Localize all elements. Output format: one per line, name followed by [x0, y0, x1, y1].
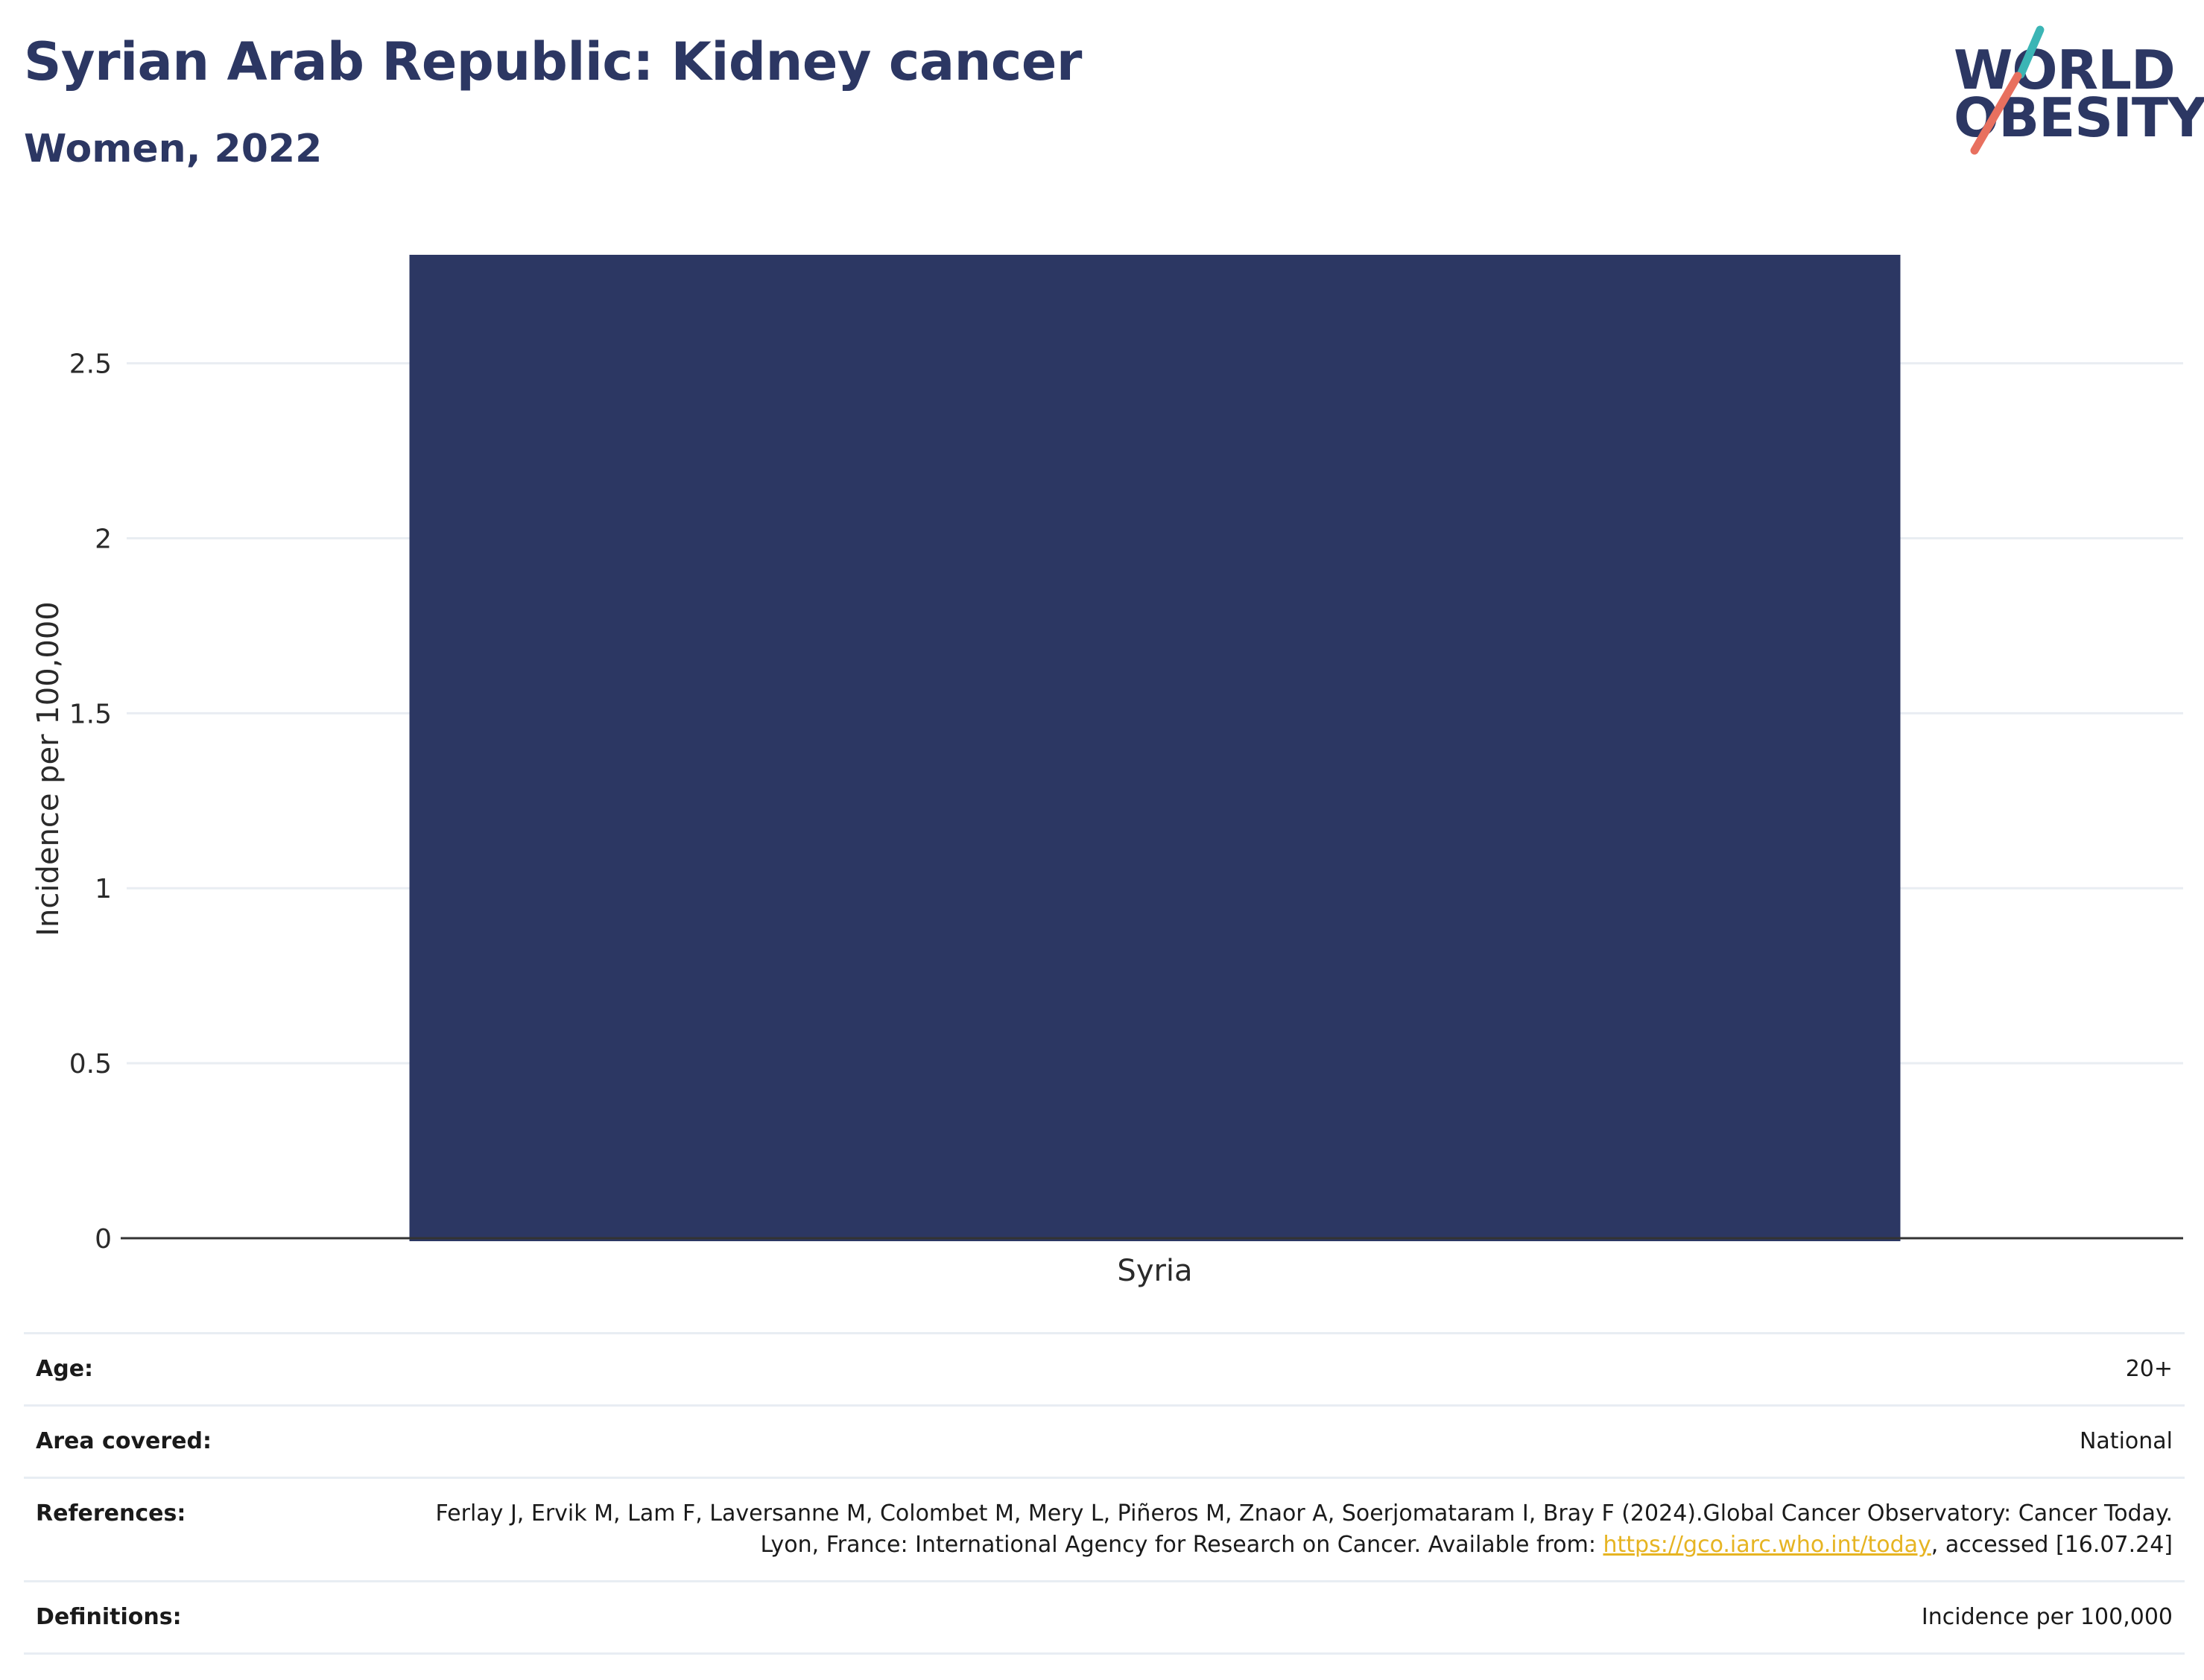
world-obesity-logo: WORLD OBESITY	[1937, 22, 2204, 156]
bars	[409, 255, 1901, 1241]
info-row-definitions: Definitions: Incidence per 100,000	[24, 1580, 2185, 1655]
y-tick-label: 2.5	[69, 349, 112, 380]
y-ticks: 0 0.5 1 1.5 2 2.5	[69, 349, 112, 1255]
bar[interactable]	[409, 255, 1901, 1241]
info-row-references: References: Ferlay J, Ervik M, Lam F, La…	[24, 1477, 2185, 1582]
y-tick-label: 1	[95, 874, 112, 904]
x-tick-label: Syria	[1117, 1254, 1192, 1288]
info-label-definitions: Definitions:	[24, 1580, 361, 1655]
info-value-age: 20+	[361, 1332, 2185, 1407]
chart-title: Syrian Arab Republic: Kidney cancer	[24, 31, 1082, 92]
info-label-age: Age:	[24, 1332, 361, 1407]
reference-link[interactable]: https://gco.iarc.who.int/today	[1603, 1532, 1931, 1558]
logo-text-world: WORLD	[1954, 39, 2176, 101]
chart-subtitle: Women, 2022	[24, 127, 323, 171]
info-table: Age: 20+ Area covered: National Referenc…	[24, 1332, 2185, 1655]
y-axis-title: Incidence per 100,000	[31, 601, 66, 936]
y-tick-label: 0	[95, 1224, 112, 1255]
y-tick-label: 0.5	[69, 1049, 112, 1080]
y-tick-label: 2	[95, 524, 112, 554]
info-label-references: References:	[24, 1477, 361, 1582]
x-ticks: Syria	[1117, 1254, 1192, 1288]
logo-slash-icon	[1970, 25, 2045, 155]
reference-text: Ferlay J, Ervik M, Lam F, Laversanne M, …	[435, 1500, 2173, 1558]
y-tick-label: 1.5	[69, 699, 112, 729]
info-value-area: National	[361, 1404, 2185, 1479]
reference-accessed: , accessed [16.07.24]	[1931, 1532, 2173, 1558]
info-row-area: Area covered: National	[24, 1404, 2185, 1479]
info-row-age: Age: 20+	[24, 1332, 2185, 1407]
info-value-definitions: Incidence per 100,000	[361, 1580, 2185, 1655]
info-label-area: Area covered:	[24, 1404, 361, 1479]
info-value-references: Ferlay J, Ervik M, Lam F, Laversanne M, …	[361, 1477, 2185, 1582]
bar-chart: 0 0.5 1 1.5 2 2.5 Syria Incidence per 100,000	[31, 255, 2183, 1288]
